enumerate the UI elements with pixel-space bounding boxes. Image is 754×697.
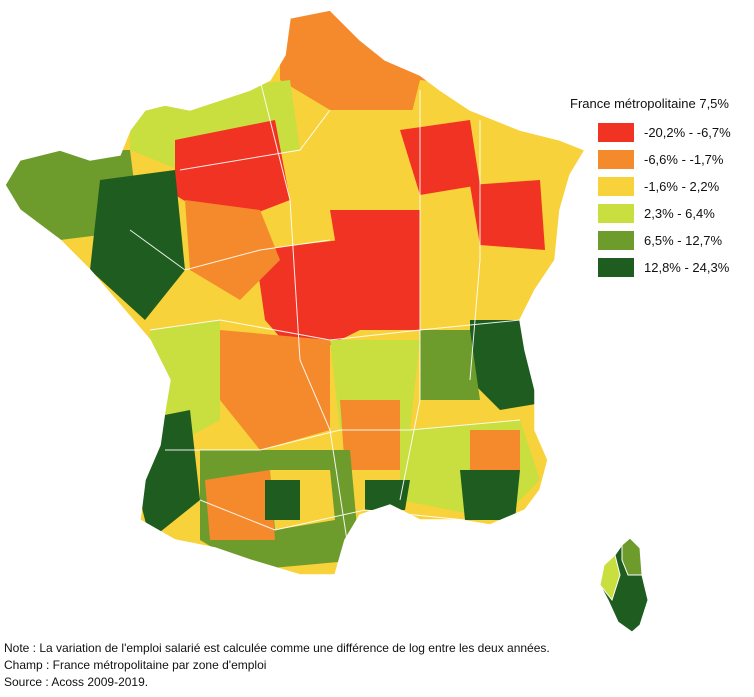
legend-item: 12,8% - 24,3% — [570, 256, 750, 278]
legend-swatch — [598, 203, 634, 223]
region-alpes-mix — [420, 330, 480, 400]
region-bourgogne — [330, 210, 420, 330]
region-cote-azur — [460, 470, 520, 520]
legend-item: -6,6% - -1,7% — [570, 148, 750, 170]
region-ile-de-france — [175, 120, 290, 225]
legend-label: -1,6% - 2,2% — [644, 178, 720, 194]
region-occitanie-orange — [205, 470, 275, 540]
map-notes: Note : La variation de l'emploi salarié … — [4, 640, 550, 691]
region-rhone-dark — [365, 480, 410, 510]
corsica-north — [621, 537, 643, 576]
region-auvergne-orange — [340, 400, 400, 470]
source-text: Source : Acoss 2009-2019. — [4, 675, 149, 689]
region-centre — [255, 240, 360, 360]
champ-text: Champ : France métropolitaine par zone d… — [4, 658, 267, 672]
legend-label: 2,3% - 6,4% — [644, 205, 715, 221]
legend-swatch — [598, 149, 634, 169]
region-pays-de-la-loire — [90, 170, 185, 320]
region-nouvelle-aquitaine — [220, 330, 330, 450]
legend-label: 12,8% - 24,3% — [644, 259, 730, 275]
legend-label: 6,5% - 12,7% — [644, 232, 723, 248]
legend-item: -1,6% - 2,2% — [570, 175, 750, 197]
map-legend: France métropolitaine 7,5% -20,2% - -6,7… — [570, 96, 750, 283]
note-text: Note : La variation de l'emploi salarié … — [4, 641, 550, 655]
zone-boundaries — [129, 79, 521, 561]
legend-swatch — [598, 230, 634, 250]
legend-title: France métropolitaine 7,5% — [570, 96, 729, 111]
legend-item: 2,3% - 6,4% — [570, 202, 750, 224]
region-mid-orange — [185, 200, 280, 300]
legend-label: -6,6% - -1,7% — [644, 151, 724, 167]
legend-swatch — [598, 176, 634, 196]
region-nord — [280, 10, 430, 110]
legend-label: -20,2% - -6,7% — [644, 124, 731, 140]
region-grand-est-red-b — [470, 180, 545, 250]
legend-swatch — [598, 122, 634, 142]
france-outline — [4, 9, 587, 576]
legend-item: -20,2% - -6,7% — [570, 121, 750, 143]
region-gironde-dark — [265, 480, 300, 520]
corsica-south — [599, 554, 621, 602]
legend-swatch — [598, 257, 634, 277]
legend-item: 6,5% - 12,7% — [570, 229, 750, 251]
region-provence-orange — [470, 430, 520, 470]
